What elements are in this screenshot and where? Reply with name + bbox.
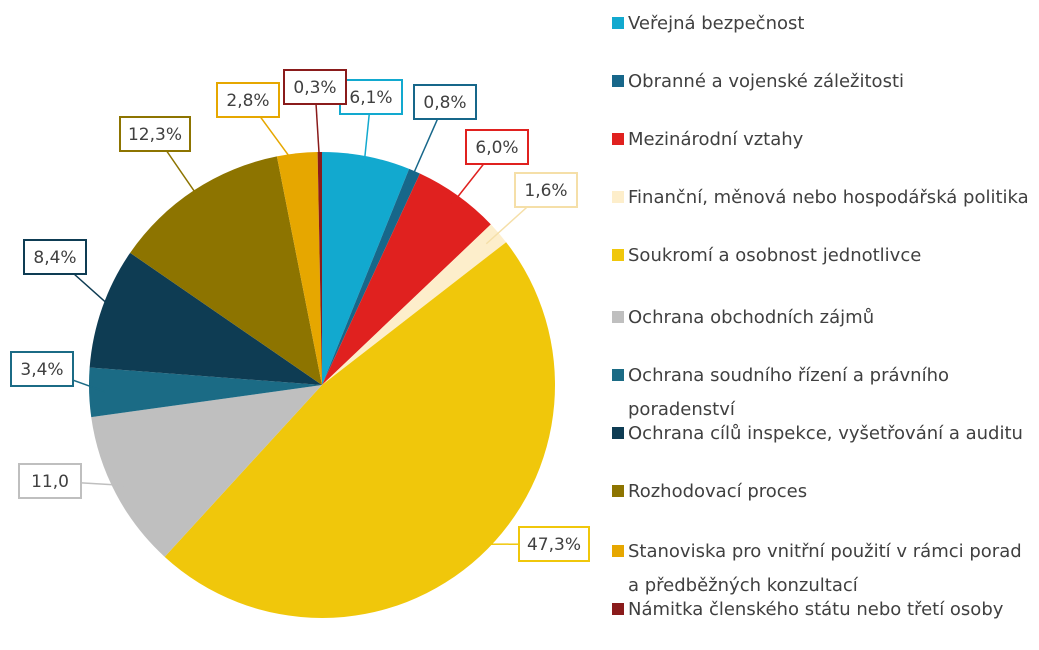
pie-slice: [164, 242, 556, 619]
label-box: [10, 351, 74, 387]
label-box: [283, 69, 347, 105]
legend-item: Rozhodovací proces: [612, 475, 1032, 509]
legend-swatch: [612, 75, 624, 87]
data-label: 2,8%: [226, 91, 269, 111]
data-label: 0,3%: [293, 78, 336, 98]
legend-label: Námitka členského státu nebo třetí osoby: [628, 599, 1004, 620]
legend-item: Veřejná bezpečnost: [612, 7, 1032, 41]
legend-swatch: [612, 17, 624, 29]
legend-label: Obranné a vojenské záležitosti: [628, 71, 905, 92]
pie-slice: [130, 156, 322, 385]
pie-slice: [89, 367, 322, 418]
legend-swatch: [612, 249, 624, 261]
legend-swatch: [612, 427, 624, 439]
legend-label: Ochrana cílů inspekce, vyšetřování a aud…: [628, 423, 1023, 444]
legend-item: Finanční, měnová nebo hospodářská politi…: [612, 181, 1032, 215]
legend-label: Finanční, měnová nebo hospodářská politi…: [628, 187, 1029, 208]
data-label: 6,0%: [475, 138, 518, 158]
legend-item: Stanoviska pro vnitřní použití v rámci p…: [612, 535, 1032, 603]
legend-label: Mezinárodní vztahy: [628, 129, 804, 150]
legend-swatch: [612, 369, 624, 381]
legend-item: Mezinárodní vztahy: [612, 123, 1032, 157]
pie-slice: [276, 152, 322, 385]
pie-slice: [322, 152, 410, 385]
pie-slice: [322, 224, 507, 385]
legend-swatch: [612, 133, 624, 145]
data-label: 3,4%: [20, 360, 63, 380]
legend-swatch: [612, 311, 624, 323]
legend-label: Stanoviska pro vnitřní použití v rámci p…: [628, 541, 1022, 596]
legend-label: Rozhodovací proces: [628, 481, 808, 502]
label-box: [18, 463, 82, 499]
legend-label: Veřejná bezpečnost: [628, 13, 805, 34]
legend-label: Ochrana obchodních zájmů: [628, 307, 875, 328]
legend-swatch: [612, 485, 624, 497]
data-label: 47,3%: [527, 535, 581, 555]
label-box: [23, 239, 87, 275]
legend-item: Ochrana obchodních zájmů: [612, 301, 1032, 335]
label-box: [518, 526, 590, 562]
data-label: 11,0: [31, 472, 69, 492]
pie-slice: [322, 173, 491, 385]
label-box: [339, 79, 403, 115]
legend-item: Námitka členského státu nebo třetí osoby: [612, 593, 1032, 627]
data-label: 8,4%: [33, 248, 76, 268]
legend-item: Obranné a vojenské záležitosti: [612, 65, 1032, 99]
pie-slice: [91, 385, 322, 557]
label-box: [514, 172, 578, 208]
legend-label: Ochrana soudního řízení a právního porad…: [628, 365, 949, 420]
data-label: 12,3%: [128, 125, 182, 145]
legend-item: Soukromí a osobnost jednotlivce: [612, 239, 1032, 273]
pie-slice: [89, 252, 322, 385]
data-label: 6,1%: [349, 88, 392, 108]
label-box: [413, 84, 477, 120]
legend-swatch: [612, 191, 624, 203]
legend-swatch: [612, 603, 624, 615]
legend-item: Ochrana soudního řízení a právního porad…: [612, 359, 1032, 427]
legend-label: Soukromí a osobnost jednotlivce: [628, 245, 922, 266]
legend-item: Ochrana cílů inspekce, vyšetřování a aud…: [612, 417, 1032, 451]
label-box: [216, 82, 280, 118]
data-label: 1,6%: [524, 181, 567, 201]
pie-slice: [317, 152, 322, 385]
label-box: [465, 129, 529, 165]
legend-swatch: [612, 545, 624, 557]
pie-slice: [322, 168, 420, 385]
label-box: [119, 116, 191, 152]
data-label: 0,8%: [423, 93, 466, 113]
